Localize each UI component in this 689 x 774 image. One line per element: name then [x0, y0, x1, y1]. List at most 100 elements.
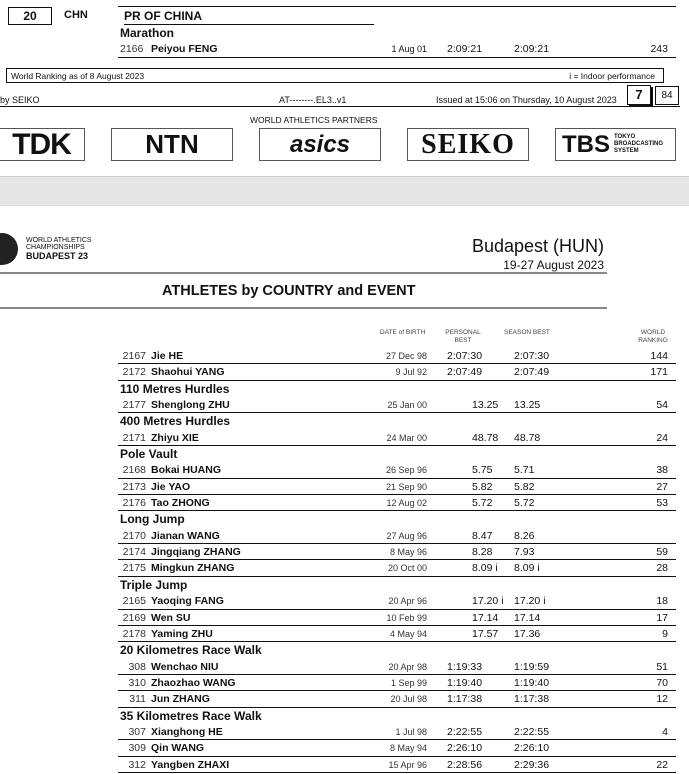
event-title: Marathon	[120, 26, 174, 40]
personal-best: 5.75	[472, 464, 493, 477]
event-heading: Pole Vault	[120, 447, 178, 462]
athlete-row: 308 Wenchao NIU 20 Apr 98 1:19:33 1:19:59 51	[118, 659, 676, 675]
dob: 1 Jul 98	[395, 726, 427, 737]
athlete-row: 309 Qin WANG 8 May 94 2:26:10 2:26:10	[118, 740, 676, 757]
personal-best: 8.28	[472, 546, 493, 559]
athlete-name: Jun ZHANG	[151, 693, 210, 706]
dob: 4 May 94	[389, 628, 427, 639]
dob: 26 Sep 96	[385, 465, 427, 476]
personal-best: 5.82	[472, 480, 493, 493]
event-heading: 400 Metres Hurdles	[120, 414, 231, 429]
athlete-name: Qin WANG	[151, 742, 205, 755]
dob: 24 Mar 00	[386, 432, 427, 443]
championship-logo: WORLD ATHLETICS CHAMPIONSHIPS BUDAPEST 2…	[0, 233, 100, 265]
season-best: 1:19:59	[514, 660, 550, 673]
athlete-row: 2175 Mingkun ZHANG 20 Oct 00 8.09 i 8.09 i 28	[118, 560, 676, 577]
athlete-row: 2177 Shenglong ZHU 25 Jan 00 13.25 13.25 54	[118, 397, 676, 414]
personal-best: 1:19:33	[447, 660, 483, 673]
world-ranking: 28	[656, 562, 668, 575]
tbs-logo: TBS TOKYO BROADCASTING SYSTEM	[555, 128, 676, 161]
season-best: 17.20 i	[514, 595, 546, 608]
personal-best: 8.47	[472, 529, 493, 542]
personal-best: 5.72	[472, 497, 493, 510]
personal-best: 17.14	[472, 611, 499, 624]
ntn-logo: NTN	[111, 128, 233, 161]
world-ranking: 24	[656, 431, 668, 444]
bib: 2168	[122, 464, 146, 477]
col-pb: PERSONAL BEST	[445, 329, 481, 344]
asics-text: asics	[289, 130, 351, 158]
bib: 2176	[122, 497, 146, 510]
total-pages: 84	[655, 86, 679, 105]
world-ranking: 18	[656, 595, 668, 608]
dob: 1 Sep 99	[390, 677, 427, 688]
world-ranking: 51	[656, 660, 668, 673]
event-heading: Long Jump	[120, 512, 185, 527]
asics-logo: asics	[259, 128, 381, 161]
country-code: CHN	[64, 9, 88, 21]
bib: 312	[128, 758, 146, 771]
athlete-name: Jingqiang ZHANG	[151, 546, 241, 559]
dob: 27 Aug 96	[386, 530, 427, 541]
athlete-name: Peiyou FENG	[151, 43, 218, 55]
season-best: 8.09 i	[514, 562, 540, 575]
dob: 20 Oct 00	[387, 563, 427, 574]
personal-best: 2:07:49	[447, 366, 483, 379]
season-best: 5.71	[514, 464, 535, 477]
athlete-name: Tao ZHONG	[151, 497, 210, 510]
season-best: 2:26:10	[514, 742, 550, 755]
athlete-row: 311 Jun ZHANG 20 Jul 98 1:17:38 1:17:38 12	[118, 691, 676, 708]
page-number: 7	[627, 85, 651, 105]
country-rank: 20	[23, 9, 37, 23]
dob: 20 Apr 98	[388, 661, 427, 672]
tbs-subtext: TOKYO BROADCASTING SYSTEM	[614, 134, 663, 154]
season-best: 1:19:40	[514, 676, 550, 689]
total-pages-text: 84	[661, 90, 673, 101]
world-ranking: 12	[656, 693, 668, 706]
doc-code: AT--------.EL3..v1	[279, 95, 347, 105]
logo-emblem-icon	[0, 233, 18, 265]
event-heading: 35 Kilometres Race Walk	[120, 708, 262, 723]
footer-line: by SEIKO AT--------.EL3..v1 Issued at 15…	[0, 90, 680, 107]
tdk-text: TDK	[12, 127, 72, 161]
athlete-name: Jie YAO	[151, 480, 191, 493]
bib: 308	[128, 660, 146, 673]
season-best: 2:07:49	[514, 366, 550, 379]
athlete-row: 310 Zhaozhao WANG 1 Sep 99 1:19:40 1:19:40 70	[118, 675, 676, 692]
timing-by: by SEIKO	[0, 95, 40, 105]
bib: 2166	[120, 43, 144, 55]
athlete-row: 2171 Zhiyu XIE 24 Mar 00 48.78 48.78 24	[118, 430, 676, 447]
bib: 2165	[122, 595, 146, 608]
dob: 12 Aug 02	[386, 498, 427, 509]
athlete-row: 2169 Wen SU 10 Feb 99 17.14 17.14 17	[118, 610, 676, 626]
athlete-name: Xianghong HE	[151, 725, 223, 738]
dob: 27 Dec 98	[385, 351, 427, 361]
indoor-note: i = Indoor performance	[569, 71, 655, 81]
personal-best: 2:07:30	[447, 350, 483, 362]
personal-best: 17.20 i	[472, 595, 504, 608]
world-ranking: 38	[656, 464, 668, 477]
world-ranking: 4	[662, 725, 668, 738]
header-rule	[0, 272, 607, 274]
bib: 2178	[122, 627, 146, 640]
personal-best: 1:17:38	[447, 693, 483, 706]
world-ranking: 171	[650, 366, 668, 379]
sb: 2:09:21	[514, 43, 550, 55]
athlete-row: 2174 Jingqiang ZHANG 8 May 96 8.28 7.93 59	[118, 544, 676, 561]
personal-best: 1:19:40	[447, 676, 483, 689]
tdk-logo: TDK	[0, 128, 85, 161]
athlete-name: Wenchao NIU	[151, 660, 219, 673]
athlete-name: Shenglong ZHU	[151, 399, 230, 412]
season-best: 7.93	[514, 546, 535, 559]
seiko-logo: SEIKO	[407, 128, 529, 161]
dob: 20 Jul 98	[390, 694, 427, 705]
dob: 1 Aug 01	[391, 44, 427, 54]
wr: 243	[650, 43, 668, 55]
personal-best: 48.78	[472, 431, 499, 444]
personal-best: 2:28:56	[447, 758, 483, 771]
col-sb: SEASON BEST	[504, 329, 550, 336]
season-best: 8.26	[514, 529, 535, 542]
personal-best: 2:26:10	[447, 742, 483, 755]
bib: 2169	[122, 611, 146, 624]
prev-row-line	[118, 6, 676, 7]
